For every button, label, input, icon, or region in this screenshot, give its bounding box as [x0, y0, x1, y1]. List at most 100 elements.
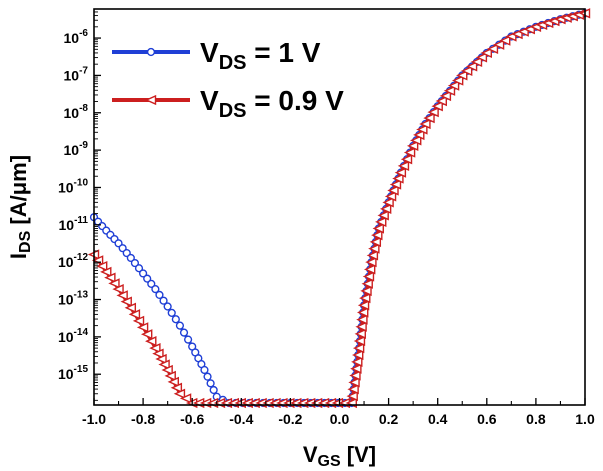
data-point: [492, 39, 505, 50]
data-point: [361, 278, 373, 289]
data-point: [352, 342, 365, 354]
y-tick-label: 10-8: [64, 103, 89, 121]
data-point: [95, 260, 108, 272]
legend-marker-symbol: [144, 94, 157, 106]
series-1: [87, 8, 591, 409]
data-point: [353, 335, 366, 347]
y-tick-label-base: 10: [58, 179, 74, 195]
data-point: [132, 315, 145, 326]
x-tick-label: 0.4: [428, 411, 448, 427]
data-point: [352, 349, 364, 361]
data-point: [360, 285, 372, 297]
x-tick-label: -1.0: [82, 411, 106, 427]
y-tick-label: 10-12: [58, 252, 88, 270]
data-point: [451, 75, 464, 86]
data-point: [151, 285, 160, 294]
data-point: [371, 230, 383, 241]
data-point: [200, 365, 209, 375]
data-point: [179, 393, 192, 404]
data-point: [410, 135, 422, 146]
data-point: [143, 274, 152, 283]
x-axis-title: VGS [V]: [303, 442, 376, 470]
y-tick-label: 10-11: [59, 215, 89, 233]
y-tick-label: 10-9: [64, 140, 89, 158]
data-point: [116, 290, 128, 301]
y-tick-label-base: 10: [64, 30, 80, 46]
data-point: [134, 264, 144, 273]
x-axis-title-rest: [V]: [341, 442, 376, 467]
data-point: [206, 379, 215, 388]
data-point: [475, 52, 488, 63]
data-point: [423, 112, 435, 124]
data-point: [382, 197, 394, 208]
x-tick-label: 0.0: [330, 411, 350, 427]
y-tick-label: 10-13: [58, 290, 88, 308]
data-point: [354, 328, 366, 339]
tick-labels: -1.0 -0.8 -0.6 -0.4 -0.2 0.0 0.2 0.4 0.6 0.8 1.0 10…: [58, 28, 595, 427]
x-tick-label: 0.6: [477, 411, 497, 427]
legend-item-vds-1v: VDS = 1 V: [112, 37, 321, 74]
data-point: [357, 307, 369, 318]
data-point: [347, 384, 359, 395]
y-tick-label-exponent: -13: [74, 290, 89, 301]
data-point: [486, 43, 499, 54]
data-point: [357, 300, 370, 311]
data-point: [465, 61, 478, 72]
data-point: [167, 308, 176, 317]
y-tick-label-base: 10: [59, 217, 75, 233]
x-axis-title-main: V: [303, 442, 318, 467]
legend-marker-vds-0.9v: [144, 94, 157, 106]
data-point: [349, 370, 361, 381]
data-point: [136, 322, 149, 333]
y-tick-label-base: 10: [58, 366, 74, 382]
series-line-1: [92, 11, 586, 405]
y-tick-label: 10-14: [58, 327, 88, 345]
y-tick-label-exponent: -15: [74, 364, 89, 375]
y-tick-label: 10-6: [64, 28, 89, 46]
y-tick-label-exponent: -11: [74, 215, 88, 226]
data-point: [384, 191, 397, 202]
x-tick-label: 0.2: [379, 411, 399, 427]
data-point: [175, 321, 185, 330]
data-point: [456, 70, 468, 81]
data-point: [356, 314, 368, 325]
x-tick-label: -0.6: [180, 411, 204, 427]
x-tick-label: 0.8: [526, 411, 546, 427]
data-point: [439, 90, 452, 102]
plot-frame: [93, 8, 586, 406]
legend-marker-vds-1v: [146, 47, 156, 57]
ticks-layer: [93, 8, 586, 405]
y-tick-label-exponent: -8: [79, 103, 88, 114]
legend-label-vds-1v-rest: = 1 V: [246, 37, 320, 68]
data-point: [149, 342, 161, 354]
data-point: [368, 243, 380, 254]
series-line-0: [92, 11, 586, 405]
data-point: [389, 179, 402, 190]
y-tick-label-exponent: -6: [79, 28, 88, 39]
data-point: [179, 328, 189, 337]
data-point: [427, 106, 439, 118]
data-point: [159, 296, 168, 305]
data-point: [351, 356, 363, 367]
y-tick-label-base: 10: [64, 67, 80, 83]
data-point: [413, 129, 425, 141]
data-point: [392, 173, 404, 184]
data-point: [362, 271, 375, 282]
data-point: [104, 272, 116, 283]
x-tick-label: -0.4: [229, 411, 253, 427]
legend-item-vds-0.9v: VDS = 0.9 V: [112, 85, 344, 122]
data-point: [379, 203, 392, 214]
y-tick-label: 10-10: [58, 177, 88, 195]
data-point: [120, 296, 132, 307]
data-point: [346, 390, 358, 402]
legend: VDS = 1 V VDS = 0.9 V: [112, 37, 344, 122]
data-point: [163, 302, 172, 311]
data-point: [203, 372, 212, 381]
data-point: [416, 124, 428, 135]
y-tick-label-exponent: -14: [74, 327, 89, 338]
x-axis-title-sub: GS: [318, 453, 341, 470]
legend-label-vds-1v-sub: DS: [219, 52, 247, 74]
data-point: [209, 385, 218, 395]
data-point: [435, 95, 447, 107]
y-axis-title-main: I: [6, 253, 31, 259]
